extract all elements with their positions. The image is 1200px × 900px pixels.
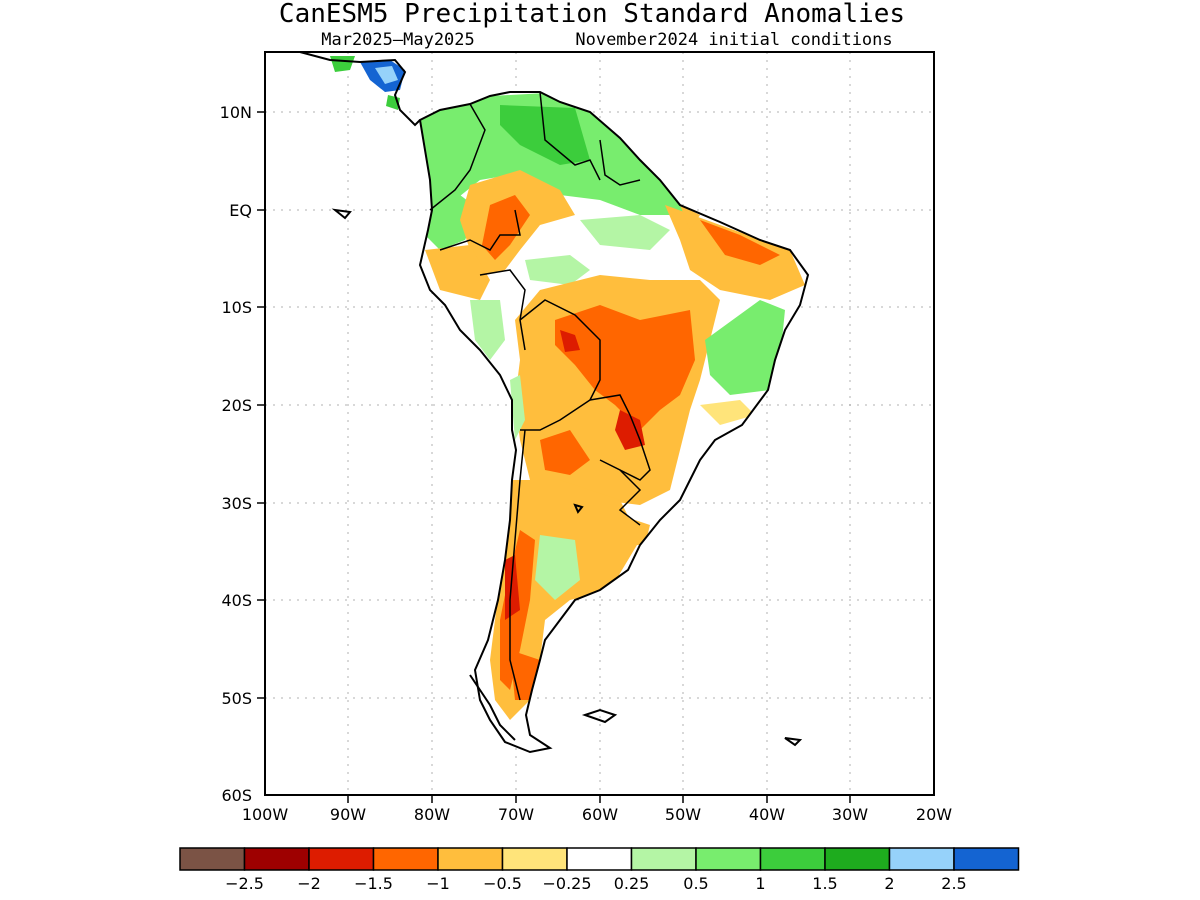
season-subtitle: Mar2025—May2025 — [321, 30, 475, 50]
lon-label: 30W — [832, 805, 868, 824]
country-borders — [429, 91, 651, 701]
lat-label: 20S — [221, 396, 252, 415]
legend-swatch — [630, 847, 697, 871]
lat-label: EQ — [229, 201, 252, 220]
legend-swatch — [308, 847, 375, 871]
lat-label: 30S — [221, 494, 252, 513]
legend-label: −1.5 — [354, 874, 393, 893]
legend-label: 0.25 — [614, 874, 650, 893]
lon-label: 50W — [665, 805, 701, 824]
legend-swatch — [372, 847, 439, 871]
lat-label: 10N — [220, 103, 252, 122]
color-legend: −2.5 −2 −1.5 −1 −0.5 −0.25 0.25 0.5 1 1.5 2 2.5 — [179, 847, 1020, 893]
legend-swatch — [243, 847, 310, 871]
legend-label: 1 — [755, 874, 765, 893]
lon-label: 40W — [749, 805, 785, 824]
lat-label: 50S — [221, 689, 252, 708]
legend-label: 2 — [884, 874, 894, 893]
legend-label: −0.5 — [483, 874, 522, 893]
longitude-axis: 100W 90W 80W 70W 60W 50W 40W 30W 20W — [242, 795, 952, 824]
legend-swatch — [824, 847, 891, 871]
lat-label: 10S — [221, 298, 252, 317]
legend-swatch — [695, 847, 762, 871]
coastlines — [299, 51, 810, 754]
legend-swatch — [953, 847, 1020, 871]
legend-swatch — [888, 847, 955, 871]
central-america-anomaly — [330, 56, 405, 110]
lon-label: 90W — [330, 805, 366, 824]
lon-label: 20W — [916, 805, 952, 824]
legend-swatch — [437, 847, 504, 871]
legend-label: −1 — [426, 874, 450, 893]
lon-label: 80W — [414, 805, 450, 824]
legend-label: 1.5 — [812, 874, 837, 893]
legend-label: −2 — [297, 874, 321, 893]
lon-label: 100W — [242, 805, 289, 824]
lon-label: 60W — [582, 805, 618, 824]
legend-label: −2.5 — [225, 874, 264, 893]
lat-label: 40S — [221, 591, 252, 610]
legend-swatch — [179, 847, 246, 871]
map-title: CanESM5 Precipitation Standard Anomalies — [279, 0, 905, 29]
lon-label: 70W — [498, 805, 534, 824]
legend-label: 2.5 — [941, 874, 966, 893]
anomaly-field — [420, 92, 808, 752]
legend-label: −0.25 — [542, 874, 591, 893]
legend-swatch — [566, 847, 633, 871]
legend-label: 0.5 — [683, 874, 708, 893]
initial-conditions-subtitle: November2024 initial conditions — [575, 30, 892, 50]
latitude-axis: 10N EQ 10S 20S 30S 40S 50S 60S — [220, 103, 265, 805]
lat-label: 60S — [221, 786, 252, 805]
legend-swatch — [501, 847, 568, 871]
legend-swatch — [759, 847, 826, 871]
